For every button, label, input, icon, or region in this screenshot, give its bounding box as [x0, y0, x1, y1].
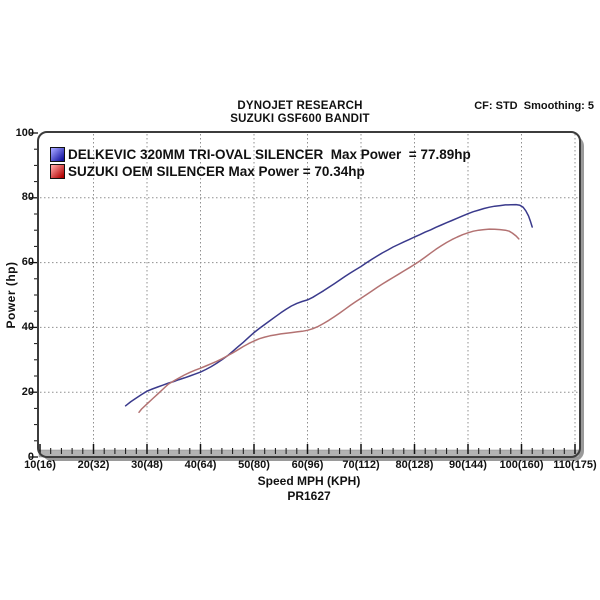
- x-tick-label: 70(112): [342, 459, 380, 471]
- x-tick-label: 40(64): [184, 459, 217, 471]
- y-axis-title: Power (hp): [4, 261, 18, 329]
- x-tick-label: 30(48): [131, 459, 163, 471]
- plot-frame: [37, 131, 581, 458]
- oem-power-curve: [138, 228, 520, 414]
- x-tick-label: 60(96): [291, 459, 324, 471]
- x-tick-label: 50(80): [238, 459, 270, 471]
- delkevic-series-label: DELKEVIC 320MM TRI-OVAL SILENCER Max Pow…: [68, 147, 471, 162]
- y-tick-label: 60: [21, 256, 34, 269]
- vehicle-title: SUZUKI GSF600 BANDIT: [230, 113, 370, 125]
- oem-series-label: SUZUKI OEM SILENCER Max Power = 70.34hp: [68, 164, 365, 179]
- x-tick-label: 100(160): [499, 459, 544, 471]
- y-tick-label: 20: [21, 385, 34, 398]
- correction-smoothing-info: CF: STD Smoothing: 5: [474, 100, 594, 112]
- legend-row-oem: SUZUKI OEM SILENCER Max Power = 70.34hp: [50, 163, 471, 180]
- x-axis-bar: [38, 449, 580, 458]
- x-tick-label: 110(175): [553, 459, 597, 471]
- x-tick-label: 20(32): [77, 459, 110, 471]
- chart-legend: DELKEVIC 320MM TRI-OVAL SILENCER Max Pow…: [50, 146, 471, 180]
- y-tick-label: 0: [27, 450, 34, 463]
- plot-background: [38, 132, 580, 457]
- x-tick-label: 10(16): [24, 459, 56, 471]
- delkevic-power-curve: [124, 203, 533, 407]
- report-title: DYNOJET RESEARCH: [237, 100, 363, 112]
- legend-row-delkevic: DELKEVIC 320MM TRI-OVAL SILENCER Max Pow…: [50, 146, 471, 163]
- x-tick-label: 80(128): [395, 459, 434, 471]
- y-tick-label: 100: [15, 126, 34, 139]
- delkevic-series-swatch: [50, 147, 65, 162]
- oem-series-swatch: [50, 164, 65, 179]
- run-id-label: PR1627: [287, 489, 331, 503]
- y-tick-label: 40: [21, 320, 34, 333]
- y-tick-label: 80: [21, 191, 34, 204]
- x-axis-title: Speed MPH (KPH): [257, 474, 361, 488]
- x-tick-label: 90(144): [449, 459, 487, 471]
